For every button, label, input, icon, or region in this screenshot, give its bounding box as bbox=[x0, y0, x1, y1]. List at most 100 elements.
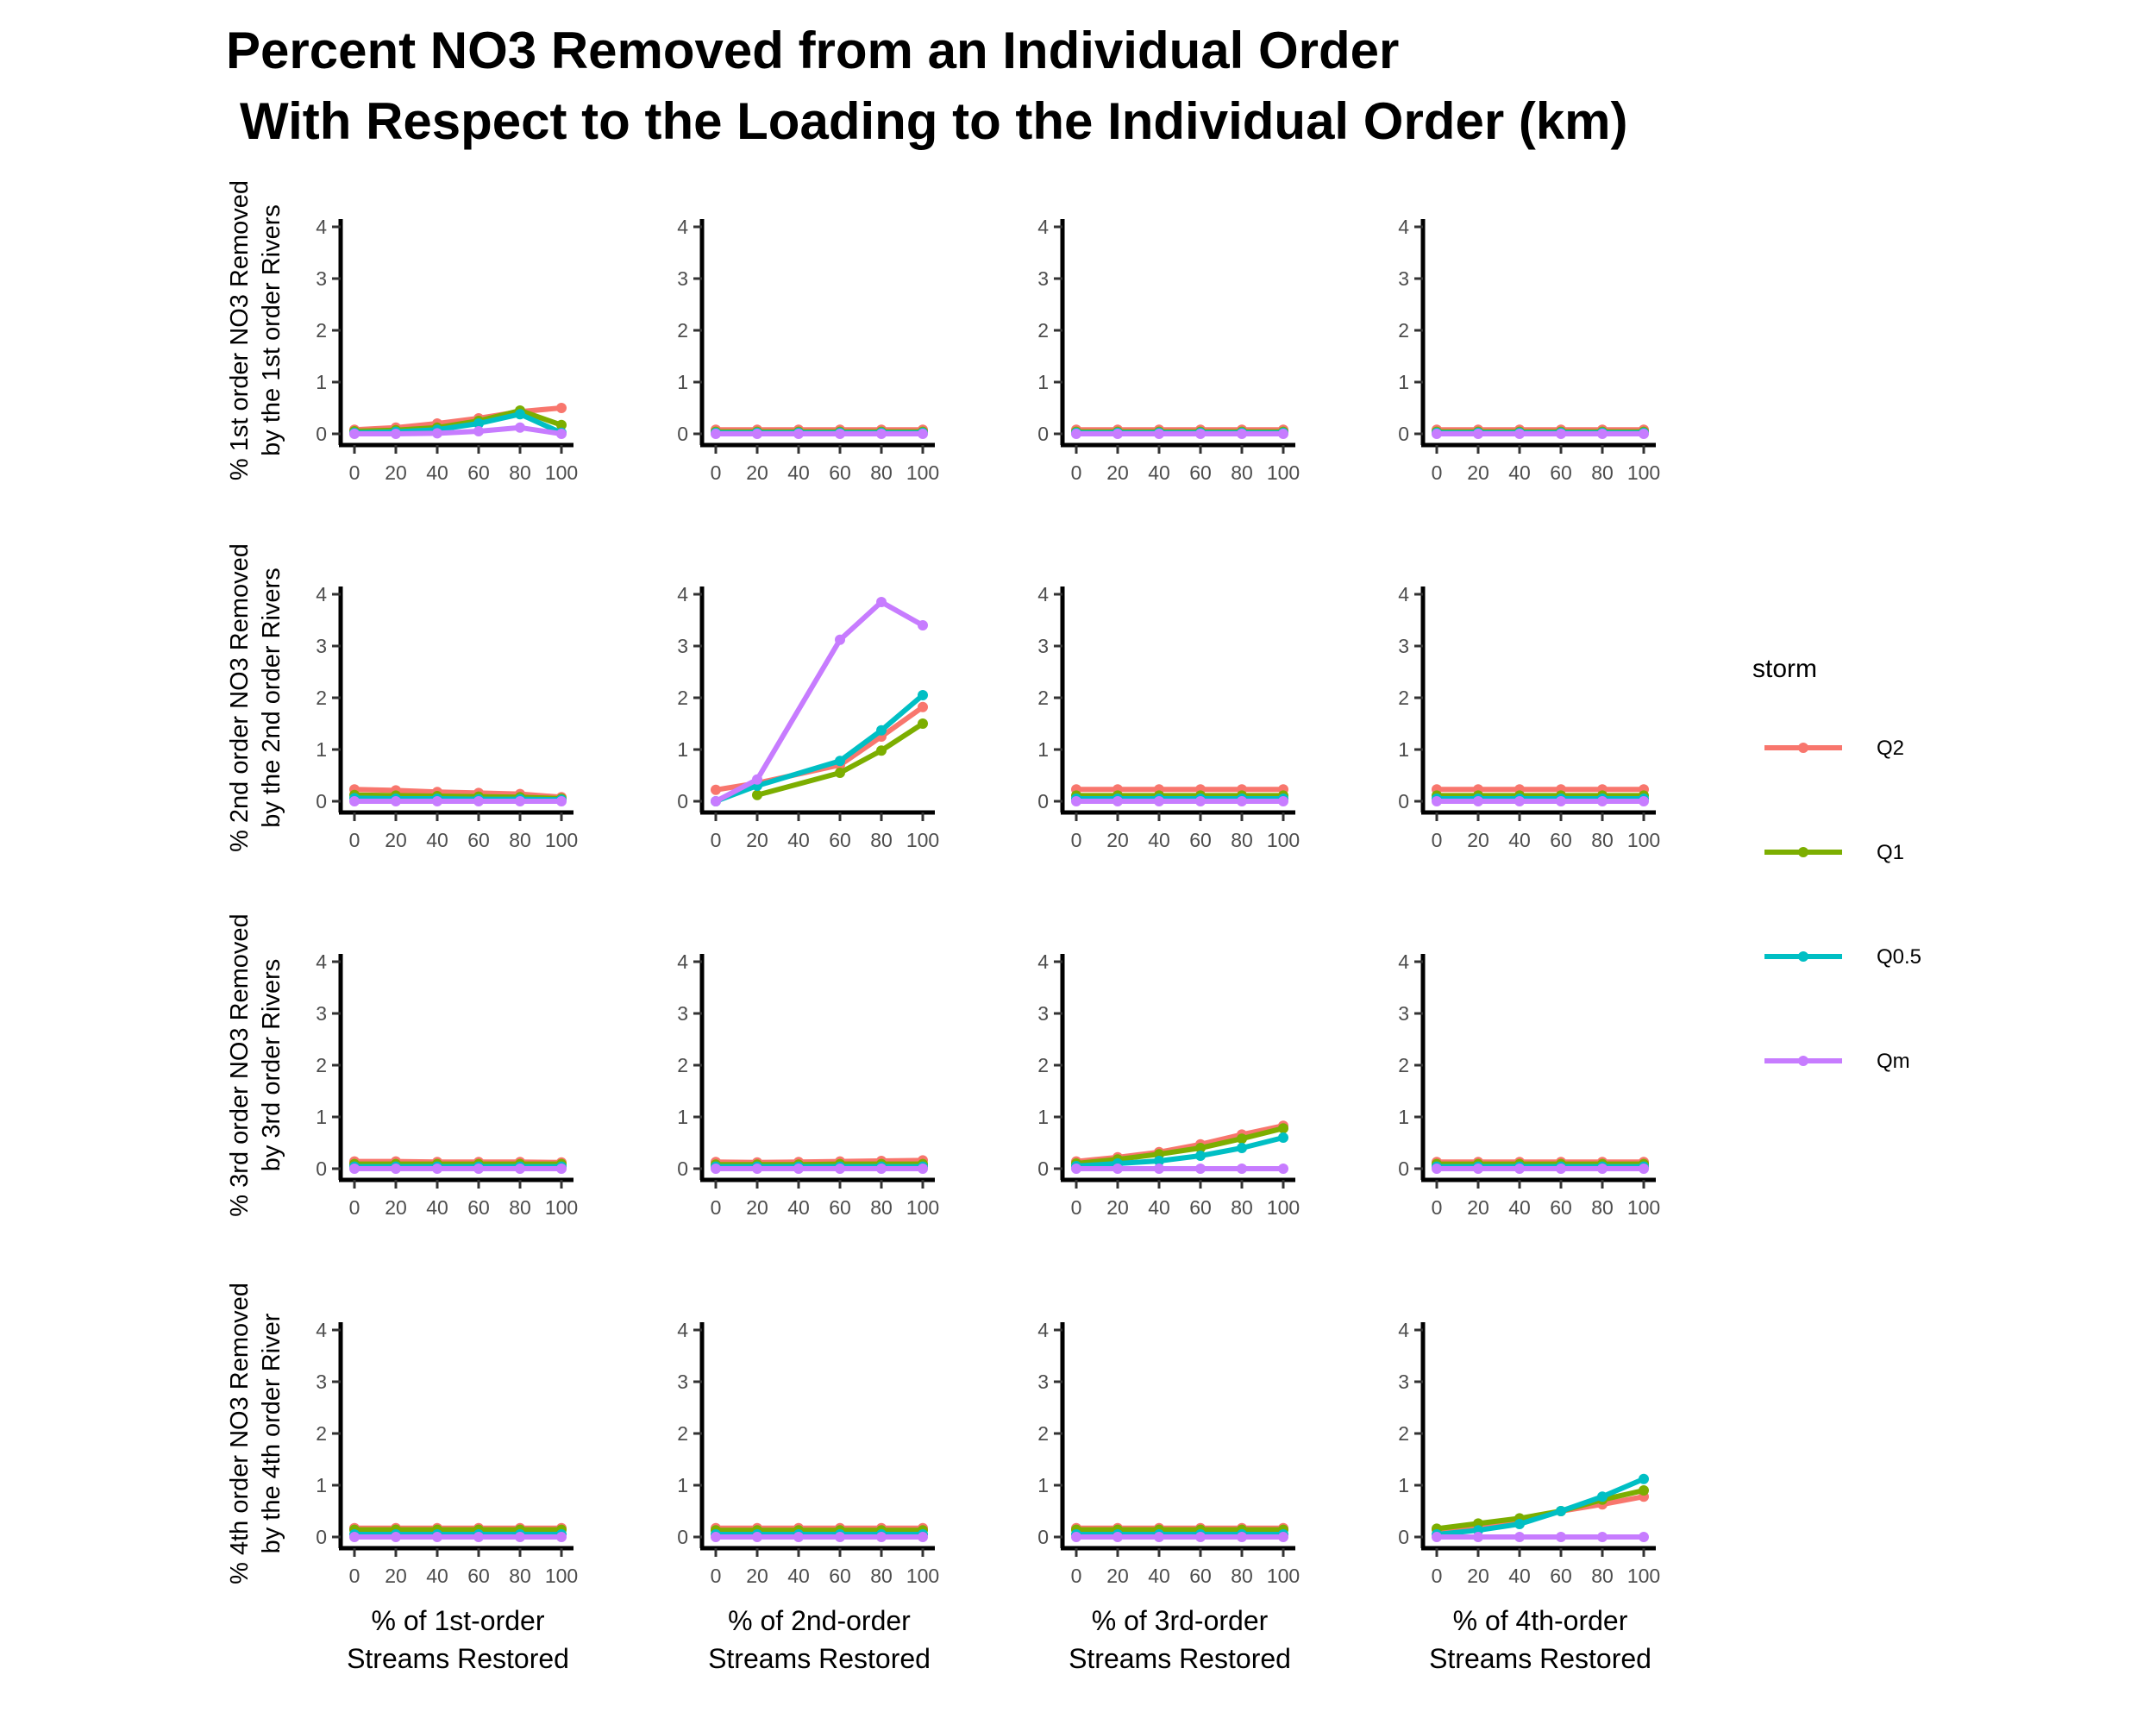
x-tick-label: 20 bbox=[1467, 461, 1489, 484]
data-point-qm bbox=[835, 1532, 845, 1542]
data-point-q1 bbox=[752, 789, 762, 800]
y-tick-label: 2 bbox=[316, 1054, 327, 1076]
series-line-qm bbox=[352, 424, 564, 436]
x-tick-label: 0 bbox=[1071, 829, 1082, 851]
x-tick-label: 100 bbox=[1627, 461, 1660, 484]
x-tick-label: 40 bbox=[787, 829, 810, 851]
x-tick-label: 0 bbox=[1432, 829, 1443, 851]
x-tick-label: 80 bbox=[509, 461, 531, 484]
y-tick-label: 0 bbox=[316, 423, 327, 445]
legend-title: storm bbox=[1752, 655, 1817, 683]
data-point-qm bbox=[835, 1164, 845, 1174]
row-label-2-line-1: % 2nd order NO3 Removed bbox=[226, 543, 254, 852]
x-tick-label: 100 bbox=[1267, 1196, 1300, 1219]
data-point-qm bbox=[1432, 429, 1442, 439]
x-tick-label: 0 bbox=[1432, 1565, 1443, 1587]
x-tick-label: 20 bbox=[1106, 1196, 1129, 1219]
x-tick-label: 100 bbox=[906, 461, 939, 484]
data-point-q0_5 bbox=[1597, 1491, 1608, 1502]
x-tick-label: 20 bbox=[1106, 829, 1129, 851]
y-tick-label: 4 bbox=[316, 950, 327, 973]
col-label-1-line-1: % of 1st-order bbox=[372, 1605, 545, 1636]
series-line-q1 bbox=[755, 721, 925, 798]
y-tick-label: 1 bbox=[1398, 1106, 1409, 1128]
data-point-qm bbox=[711, 1164, 721, 1174]
x-tick-label: 20 bbox=[746, 461, 768, 484]
data-point-qm bbox=[515, 796, 525, 806]
data-point-q0_5 bbox=[918, 690, 928, 700]
row-label-1-line-1: % 1st order NO3 Removed bbox=[226, 180, 254, 480]
y-tick-label: 4 bbox=[1037, 950, 1049, 973]
legend-label-qm: Qm bbox=[1877, 1050, 1910, 1073]
y-tick-label: 2 bbox=[677, 319, 688, 342]
data-point-qm bbox=[711, 1532, 721, 1542]
x-tick-label: 100 bbox=[906, 829, 939, 851]
x-tick-label: 100 bbox=[906, 1565, 939, 1587]
x-tick-label: 80 bbox=[509, 1196, 531, 1219]
x-tick-label: 60 bbox=[1189, 1196, 1212, 1219]
data-point-qm bbox=[918, 1164, 928, 1174]
x-tick-label: 60 bbox=[829, 829, 851, 851]
data-point-qm bbox=[918, 620, 928, 630]
y-tick-label: 3 bbox=[316, 267, 327, 290]
x-tick-label: 60 bbox=[1550, 1196, 1572, 1219]
legend-label-q2: Q2 bbox=[1877, 737, 1904, 760]
data-point-qm bbox=[793, 1532, 804, 1542]
data-point-qm bbox=[876, 429, 887, 439]
row-label-3-line-2: by 3rd order Rivers bbox=[258, 959, 285, 1172]
data-point-qm bbox=[1639, 796, 1649, 806]
data-point-qm bbox=[1195, 796, 1206, 806]
y-tick-label: 1 bbox=[316, 738, 327, 761]
y-tick-label: 2 bbox=[677, 1054, 688, 1076]
x-tick-label: 0 bbox=[1071, 1565, 1082, 1587]
data-point-qm bbox=[1112, 1532, 1123, 1542]
y-tick-label: 4 bbox=[677, 950, 688, 973]
data-point-qm bbox=[876, 1532, 887, 1542]
y-tick-label: 4 bbox=[1398, 583, 1409, 605]
data-point-qm bbox=[711, 429, 721, 439]
row-label-4-line-1: % 4th order NO3 Removed bbox=[226, 1283, 254, 1584]
data-point-q0_5 bbox=[1237, 1143, 1247, 1153]
x-tick-label: 100 bbox=[545, 829, 578, 851]
y-tick-label: 1 bbox=[1398, 371, 1409, 393]
data-point-q1 bbox=[1237, 1133, 1247, 1145]
y-tick-label: 4 bbox=[1037, 1319, 1049, 1341]
data-point-qm bbox=[391, 429, 401, 439]
x-tick-label: 0 bbox=[1432, 1196, 1443, 1219]
x-tick-label: 100 bbox=[1627, 829, 1660, 851]
data-point-qm bbox=[1556, 429, 1566, 439]
data-point-qm bbox=[711, 796, 721, 806]
legend-label-q0_5: Q0.5 bbox=[1877, 945, 1921, 969]
col-label-3-line-2: Streams Restored bbox=[1069, 1643, 1291, 1674]
y-tick-label: 1 bbox=[677, 371, 688, 393]
y-tick-label: 3 bbox=[677, 1371, 688, 1393]
y-tick-label: 1 bbox=[316, 1106, 327, 1128]
data-point-qm bbox=[1639, 429, 1649, 439]
x-tick-label: 0 bbox=[349, 1196, 360, 1219]
data-point-q2 bbox=[556, 403, 567, 413]
y-tick-label: 0 bbox=[1398, 1526, 1409, 1548]
y-tick-label: 4 bbox=[1037, 216, 1049, 238]
y-tick-label: 1 bbox=[1037, 1474, 1049, 1496]
x-tick-label: 20 bbox=[385, 461, 407, 484]
col-label-4-line-2: Streams Restored bbox=[1429, 1643, 1651, 1674]
y-tick-label: 1 bbox=[316, 371, 327, 393]
data-point-qm bbox=[1514, 429, 1525, 439]
y-tick-label: 2 bbox=[1398, 1422, 1409, 1445]
y-tick-label: 0 bbox=[677, 790, 688, 812]
x-tick-label: 20 bbox=[746, 1565, 768, 1587]
y-tick-label: 3 bbox=[1037, 1002, 1049, 1025]
data-point-qm bbox=[1278, 1164, 1288, 1174]
x-tick-label: 100 bbox=[545, 461, 578, 484]
data-point-qm bbox=[1556, 796, 1566, 806]
col-label-2-line-2: Streams Restored bbox=[708, 1643, 931, 1674]
x-tick-label: 100 bbox=[545, 1196, 578, 1219]
y-tick-label: 0 bbox=[1398, 423, 1409, 445]
x-tick-label: 80 bbox=[1231, 829, 1253, 851]
data-point-qm bbox=[793, 1164, 804, 1174]
data-point-qm bbox=[432, 428, 442, 439]
x-tick-label: 100 bbox=[1627, 1565, 1660, 1587]
legend-key-point-q1 bbox=[1798, 847, 1808, 857]
